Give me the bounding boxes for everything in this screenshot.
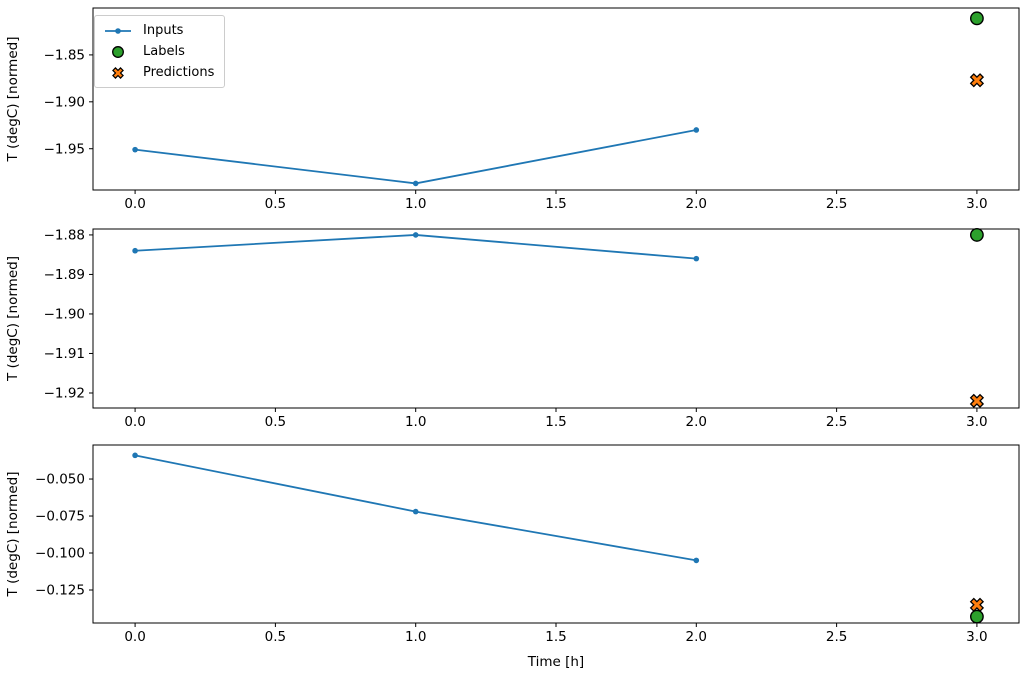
x-tick-label: 2.5 [826,629,847,645]
axes-frame [92,228,1020,409]
legend: Inputs Labels Predictions [94,15,225,88]
y-axis-label: T (degC) [normed] [5,256,21,382]
y-axis-label: T (degC) [normed] [5,37,21,163]
x-axis-label: Time [h] [527,654,584,670]
x-tick-label: 0.0 [124,629,145,645]
labels-marker [970,11,984,26]
x-tick-label: 2.5 [826,196,847,212]
inputs-point [412,232,419,238]
legend-label-predictions: Predictions [143,65,215,80]
x-tick-label: 2.0 [686,629,707,645]
inputs-point [132,247,138,254]
inputs-point [412,180,419,187]
y-tick-label: −1.95 [44,141,85,157]
y-axis-label: T (degC) [normed] [5,472,21,598]
y-tick-label: −0.100 [35,546,85,562]
legend-label-inputs: Inputs [143,23,184,38]
inputs-point [412,508,419,515]
inputs-point [132,452,138,459]
labels-marker [970,609,984,624]
y-tick-label: −1.90 [44,307,85,323]
inputs-point [132,146,138,153]
inputs-point [693,127,700,133]
subplot-window-2: 0.0 0.5 1.0 1.5 2.0 2.5 3.0 −0.050 −0.075 −0.100 −… [5,444,1020,670]
y-tick-label: −1.90 [44,94,85,110]
x-tick-label: 1.0 [405,629,426,645]
inputs-point [693,255,700,262]
x-tick-label: 2.5 [826,414,847,430]
y-tick-label: −1.91 [44,346,85,362]
x-tick-label: 0.5 [265,629,286,645]
predictions-marker [969,73,985,88]
y-tick-label: −0.050 [35,472,85,488]
y-tick-label: −0.075 [35,509,85,525]
legend-item-predictions: Predictions [102,62,216,83]
legend-item-labels: Labels [102,41,216,62]
x-tick-label: 0.0 [124,414,145,430]
axes-frame [92,7,1020,191]
y-tick-label: −1.89 [44,267,85,283]
x-tick-label: 1.5 [545,414,566,430]
x-tick-label: 2.0 [686,414,707,430]
x-tick-label: 3.0 [966,414,987,430]
inputs-point [693,557,700,564]
labels-circle-icon [102,44,134,60]
x-tick-label: 0.5 [265,414,286,430]
x-tick-label: 1.5 [545,196,566,212]
x-tick-label: 2.0 [686,196,707,212]
subplot-window-1: 0.0 0.5 1.0 1.5 2.0 2.5 3.0 −1.88 −1.89 −1.90 −1.9… [5,228,1020,430]
predictions-x-icon [102,65,134,81]
legend-item-inputs: Inputs [102,20,216,41]
x-tick-label: 0.0 [124,196,145,212]
x-tick-label: 1.5 [545,629,566,645]
x-tick-label: 0.5 [265,196,286,212]
axes-frame [92,444,1020,624]
subplot-window-0: 0.0 0.5 1.0 1.5 2.0 2.5 3.0 −1.85 −1.90 −1.95 T (d… [5,7,1020,212]
y-tick-label: −1.88 [44,228,85,244]
inputs-line-icon [102,24,134,38]
x-tick-label: 1.0 [405,414,426,430]
x-tick-label: 3.0 [966,196,987,212]
y-tick-label: −0.125 [35,583,85,599]
x-tick-label: 3.0 [966,629,987,645]
y-tick-label: −1.85 [44,48,85,64]
x-tick-label: 1.0 [405,196,426,212]
legend-label-labels: Labels [143,44,185,59]
y-tick-label: −1.92 [44,386,85,402]
labels-marker [970,228,984,242]
predictions-marker [969,597,985,612]
predictions-marker [969,393,985,409]
